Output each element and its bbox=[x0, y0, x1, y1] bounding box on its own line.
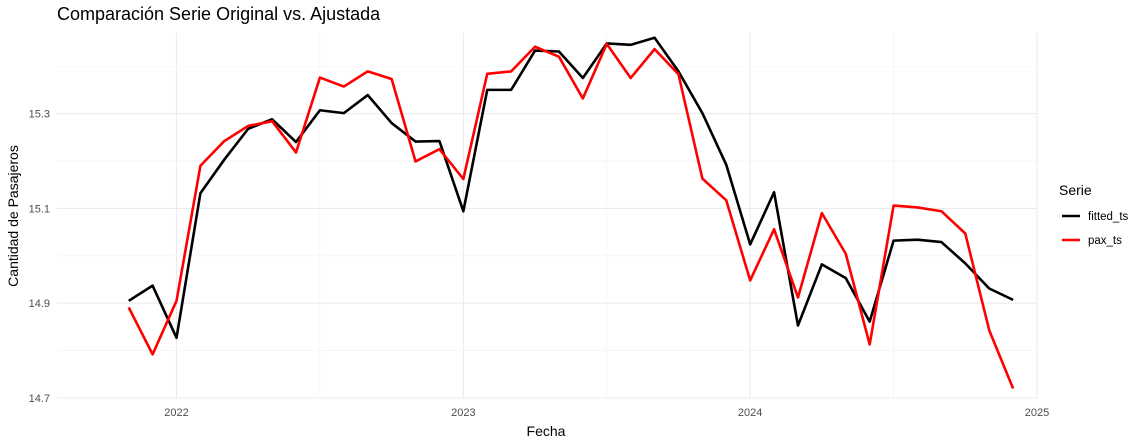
x-axis-title: Fecha bbox=[527, 423, 566, 439]
x-axis-ticks: 2022 2023 2024 2025 bbox=[164, 407, 1049, 419]
series-lines bbox=[127, 36, 1015, 390]
x-tick-label: 2023 bbox=[451, 407, 475, 419]
chart-title: Comparación Serie Original vs. Ajustada bbox=[57, 4, 381, 24]
y-axis-ticks: 14.7 14.9 15.1 15.3 bbox=[29, 109, 50, 405]
x-tick-label: 2025 bbox=[1025, 407, 1049, 419]
y-tick-label: 15.3 bbox=[29, 109, 50, 121]
y-axis-title: Cantidad de Pasajeros bbox=[5, 145, 21, 287]
x-tick-label: 2022 bbox=[164, 407, 188, 419]
y-tick-label: 15.1 bbox=[29, 203, 50, 215]
legend: Serie fitted_ts pax_ts bbox=[1059, 182, 1129, 247]
series-line-fitted-ts bbox=[128, 36, 1014, 340]
y-tick-label: 14.9 bbox=[29, 298, 50, 310]
x-tick-label: 2024 bbox=[738, 407, 762, 419]
legend-label-fitted: fitted_ts bbox=[1088, 211, 1129, 223]
y-tick-label: 14.7 bbox=[29, 393, 50, 405]
legend-label-pax: pax_ts bbox=[1088, 235, 1122, 247]
series-line-pax-ts bbox=[127, 42, 1015, 390]
legend-title: Serie bbox=[1059, 182, 1092, 198]
grid bbox=[57, 33, 1038, 399]
